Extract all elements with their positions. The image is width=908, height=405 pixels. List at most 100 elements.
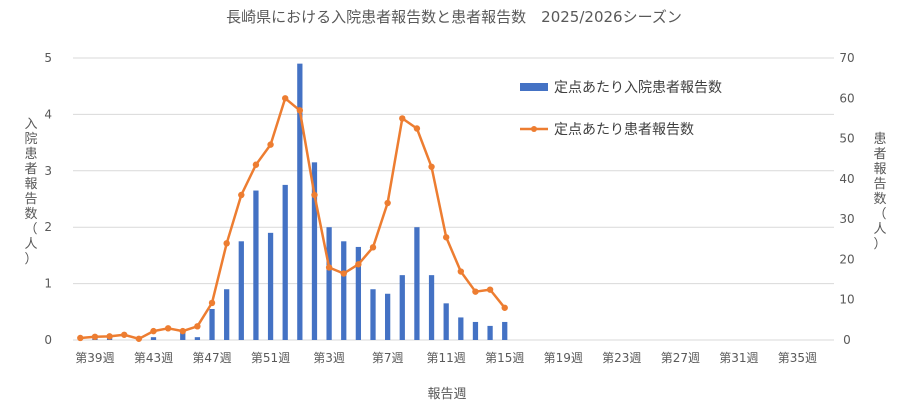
line-point <box>106 333 113 340</box>
bar <box>428 275 435 340</box>
axis-label-char: 患 <box>24 147 37 162</box>
bar <box>297 63 303 340</box>
x-tick-label: 第23週 <box>602 351 641 365</box>
line-point <box>121 331 128 338</box>
line-point <box>252 161 260 168</box>
x-tick-label: 第39週 <box>75 351 114 365</box>
bar <box>253 190 259 340</box>
y-right-tick-label: 20 <box>839 252 854 266</box>
bar <box>487 325 493 340</box>
y-right-tick-label: 30 <box>839 212 854 226</box>
y-left-tick-label: 2 <box>44 220 52 234</box>
x-tick-label: 第47週 <box>192 351 231 365</box>
bar <box>180 331 186 340</box>
chart-title: 長崎県における入院患者報告数と患者報告数 2025/2026シーズン <box>226 8 682 26</box>
legend: 定点あたり入院患者報告数 定点あたり患者報告数 <box>520 80 722 138</box>
y-right-tick-label: 70 <box>839 51 854 65</box>
bar <box>224 289 230 340</box>
axis-label-char: 者 <box>24 162 37 177</box>
line-point <box>413 125 421 132</box>
line-point <box>311 191 318 199</box>
legend-bar-label: 定点あたり入院患者報告数 <box>554 80 722 96</box>
bar <box>282 184 288 340</box>
line-point <box>340 270 347 277</box>
y-right-tick-label: 0 <box>843 333 851 347</box>
line-point <box>399 115 406 122</box>
bar <box>150 337 157 340</box>
line-point <box>91 333 99 340</box>
line-point <box>472 288 479 295</box>
bar <box>414 227 420 340</box>
axis-label-char: 入 <box>24 117 37 132</box>
legend-line-label: 定点あたり患者報告数 <box>554 122 694 138</box>
line-point <box>457 268 465 275</box>
line-point <box>238 191 245 199</box>
line-point <box>223 240 230 247</box>
bar <box>355 246 362 340</box>
axis-label-char: 告 <box>24 192 37 207</box>
line-point <box>77 334 84 342</box>
y-axis-label-right: 患者報告数（人） <box>873 132 886 252</box>
line-point <box>194 323 201 330</box>
line-point <box>296 107 304 114</box>
axis-label-char: 人 <box>24 237 37 252</box>
bar <box>341 241 347 340</box>
x-tick-label: 第43週 <box>134 351 173 365</box>
y-left-tick-label: 1 <box>44 277 52 291</box>
y-right-tick-label: 40 <box>839 172 854 186</box>
x-tick-label: 第15週 <box>485 351 524 365</box>
axis-label-char: （ <box>873 207 886 222</box>
legend-line-marker <box>531 126 537 132</box>
x-axis-label: 報告週 <box>427 387 466 402</box>
y-right-tick-label: 10 <box>839 293 854 307</box>
x-tick-label: 第11週 <box>427 351 466 365</box>
y-left-tick-label: 4 <box>44 107 52 121</box>
axis-label-char: ） <box>873 237 886 252</box>
line-point <box>135 335 143 342</box>
line-point <box>486 286 494 293</box>
series-line <box>80 97 506 341</box>
x-tick-label: 第3週 <box>313 351 345 365</box>
line-point <box>267 141 274 148</box>
line-point <box>428 163 435 170</box>
axis-label-char: 数 <box>24 207 37 222</box>
bar <box>370 289 376 340</box>
axis-label-char: 報 <box>24 177 37 192</box>
y-left-tick-label: 0 <box>44 333 52 347</box>
y-left-tick-label: 5 <box>44 51 52 65</box>
line-point <box>325 264 333 271</box>
axis-label-char: 者 <box>873 147 886 162</box>
line-point <box>179 327 186 335</box>
line-point <box>208 299 216 307</box>
bar <box>443 303 449 340</box>
bar <box>458 317 464 340</box>
x-tick-label: 第27週 <box>661 351 700 365</box>
bar <box>311 162 318 340</box>
line-point <box>164 325 172 332</box>
axis-label-char: 報 <box>873 162 886 177</box>
x-tick-label: 第31週 <box>719 351 758 365</box>
line-point <box>355 261 362 268</box>
bar <box>326 227 332 340</box>
bar <box>385 293 391 340</box>
bar <box>472 321 479 340</box>
x-tick-label: 第7週 <box>372 351 404 365</box>
x-tick-label: 第51週 <box>251 351 290 365</box>
axis-label-char: 告 <box>873 177 886 192</box>
line-point <box>282 95 289 102</box>
line-point <box>442 234 450 241</box>
bar <box>502 321 508 340</box>
line-point <box>369 244 377 251</box>
axis-label-char: 院 <box>24 132 37 147</box>
line-point <box>501 304 508 311</box>
line-point <box>384 199 391 207</box>
bar <box>194 337 201 340</box>
axis-label-char: 数 <box>873 192 886 207</box>
y-right-tick-label: 50 <box>839 132 854 146</box>
x-tick-label: 第35週 <box>778 351 817 365</box>
axis-label-char: 人 <box>873 222 886 237</box>
axis-label-char: ） <box>24 252 37 267</box>
axis-label-char: （ <box>24 222 37 237</box>
